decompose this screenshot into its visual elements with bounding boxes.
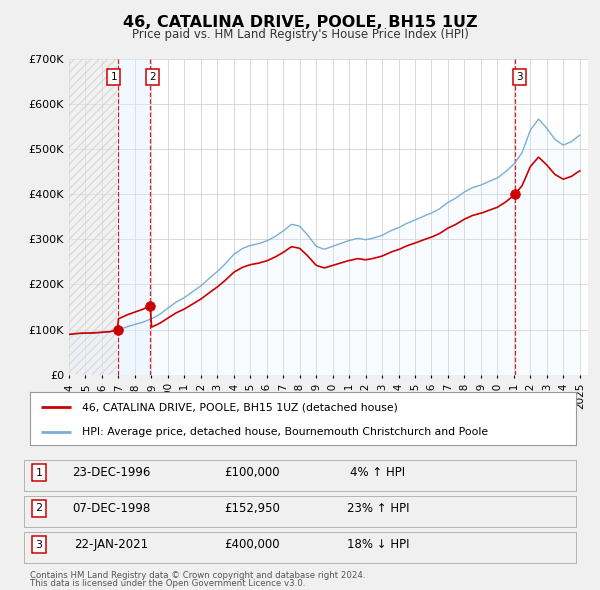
Text: 23-DEC-1996: 23-DEC-1996 (72, 466, 150, 480)
Text: This data is licensed under the Open Government Licence v3.0.: This data is licensed under the Open Gov… (30, 579, 305, 588)
Text: £400,000: £400,000 (224, 538, 280, 552)
Text: 3: 3 (35, 540, 43, 550)
Text: 2: 2 (149, 72, 156, 82)
Text: 18% ↓ HPI: 18% ↓ HPI (347, 538, 409, 552)
Text: 4% ↑ HPI: 4% ↑ HPI (350, 466, 406, 480)
Text: 22-JAN-2021: 22-JAN-2021 (74, 538, 148, 552)
Text: 07-DEC-1998: 07-DEC-1998 (72, 502, 150, 515)
Text: 23% ↑ HPI: 23% ↑ HPI (347, 502, 409, 515)
Text: 1: 1 (35, 468, 43, 478)
Text: £152,950: £152,950 (224, 502, 280, 515)
Text: 46, CATALINA DRIVE, POOLE, BH15 1UZ: 46, CATALINA DRIVE, POOLE, BH15 1UZ (122, 15, 478, 30)
Text: 2: 2 (35, 503, 43, 513)
Text: 46, CATALINA DRIVE, POOLE, BH15 1UZ (detached house): 46, CATALINA DRIVE, POOLE, BH15 1UZ (det… (82, 402, 398, 412)
Text: Price paid vs. HM Land Registry's House Price Index (HPI): Price paid vs. HM Land Registry's House … (131, 28, 469, 41)
Text: 3: 3 (517, 72, 523, 82)
Text: Contains HM Land Registry data © Crown copyright and database right 2024.: Contains HM Land Registry data © Crown c… (30, 571, 365, 580)
Text: £100,000: £100,000 (224, 466, 280, 480)
Text: 1: 1 (110, 72, 117, 82)
Text: HPI: Average price, detached house, Bournemouth Christchurch and Poole: HPI: Average price, detached house, Bour… (82, 427, 488, 437)
